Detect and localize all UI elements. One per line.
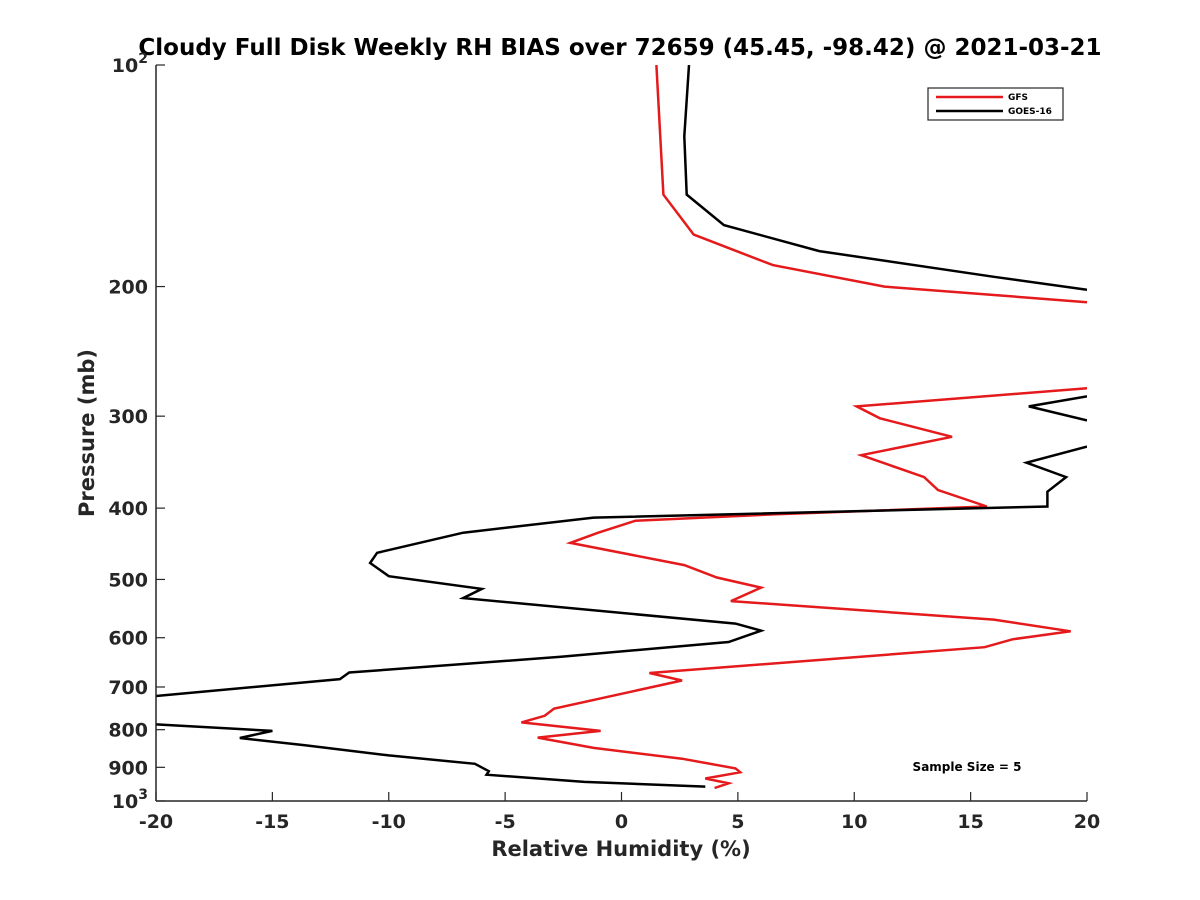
y-tick-label: 500	[108, 569, 148, 591]
tick-label-layer: -20 -15 -10 -5 0 5 10 15 20102200300400500600700…	[108, 51, 1100, 833]
legend: GFS GOES-16	[927, 87, 1064, 121]
x-tick-label: -5	[495, 811, 516, 833]
x-tick-label: 20	[1074, 811, 1100, 833]
x-axis-label: Relative Humidity (%)	[491, 837, 750, 861]
x-tick-label: 0	[615, 811, 628, 833]
y-tick-label-exponent: 3	[138, 787, 148, 803]
legend-box	[927, 87, 1064, 121]
chart-title: Cloudy Full Disk Weekly RH BIAS over 726…	[138, 35, 1101, 61]
y-tick-label: 900	[108, 757, 148, 779]
y-tick-label-exponent: 2	[138, 51, 148, 67]
y-tick-label-base: 10	[112, 791, 138, 813]
y-tick-label: 300	[108, 406, 148, 428]
x-tick-label: -20	[139, 811, 173, 833]
sample-size-annotation: Sample Size = 5	[913, 760, 1022, 774]
series-line-gfs	[521, 65, 1087, 790]
x-tick-label: 5	[731, 811, 744, 833]
x-tick-label: 10	[841, 811, 867, 833]
y-tick-label: 103	[112, 787, 148, 813]
y-tick-label: 400	[108, 498, 148, 520]
legend-label-gfs: GFS	[1008, 93, 1028, 103]
y-tick-label-base: 10	[112, 55, 138, 77]
y-tick-label: 200	[108, 277, 148, 299]
y-axis-label: Pressure (mb)	[75, 349, 99, 517]
series-layer	[156, 65, 1087, 790]
y-tick-label: 700	[108, 677, 148, 699]
x-tick-label: -15	[255, 811, 289, 833]
axes-layer	[155, 64, 1088, 802]
y-tick-label: 600	[108, 628, 148, 650]
legend-label-goes-16: GOES-16	[1008, 107, 1052, 117]
y-tick-label: 102	[112, 51, 148, 77]
series-line-goes-16	[156, 65, 1087, 788]
x-tick-label: -10	[372, 811, 406, 833]
x-tick-label: 15	[957, 811, 983, 833]
y-tick-label: 800	[108, 720, 148, 742]
